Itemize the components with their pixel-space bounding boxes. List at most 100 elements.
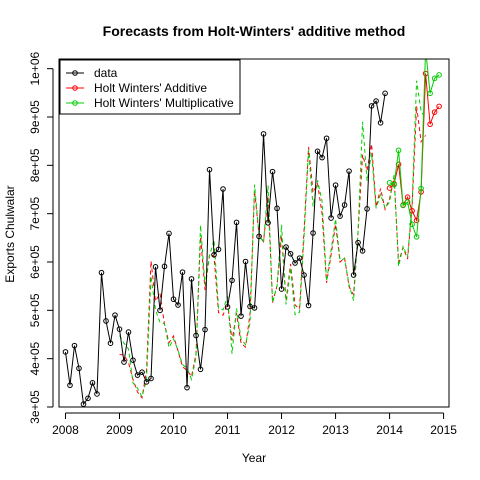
data-point: [431, 75, 438, 82]
data-point: [94, 391, 100, 397]
data-point: [112, 312, 118, 318]
data-point: [359, 248, 366, 254]
data-point: [206, 166, 213, 173]
data-point: [310, 230, 316, 236]
x-tick-label: 2015: [430, 423, 457, 437]
y-axis-label: Exports Chulwalar: [3, 185, 17, 282]
series-1: [119, 106, 426, 400]
data-point: [193, 332, 199, 339]
data-point: [413, 234, 420, 240]
x-tick-label: 2009: [106, 423, 133, 437]
data-point: [211, 251, 217, 258]
data-point: [89, 380, 96, 386]
legend-label: Holt Winters' Multiplicative: [94, 96, 234, 110]
y-tick-label: 8e+05: [28, 148, 42, 182]
data-point: [373, 98, 379, 104]
data-point: [107, 340, 114, 347]
data-point: [76, 365, 82, 372]
legend-label: Holt Winters' Additive: [94, 81, 207, 95]
data-point: [139, 369, 145, 376]
x-axis-label: Year: [242, 451, 266, 465]
data-point: [323, 135, 330, 142]
plot-frame: [58, 58, 450, 408]
legend-swatch-point: [72, 85, 78, 91]
data-point: [328, 215, 334, 221]
data-point: [391, 181, 397, 188]
series-line: [119, 106, 426, 400]
data-point: [188, 276, 195, 282]
data-point: [337, 213, 343, 219]
data-point: [278, 286, 285, 292]
data-point: [274, 205, 280, 212]
data-point: [409, 221, 415, 228]
data-point: [175, 302, 181, 308]
data-point: [319, 154, 325, 161]
data-point: [427, 121, 433, 128]
data-point: [436, 72, 442, 78]
y-tick-label: 5e+05: [28, 293, 42, 327]
data-point: [305, 302, 312, 309]
data-point: [202, 326, 208, 333]
data-point: [130, 357, 136, 363]
y-tick-label: 6e+05: [28, 245, 42, 279]
data-point: [85, 395, 91, 402]
y-tick-label: 3e+05: [28, 390, 42, 424]
data-point: [269, 168, 276, 175]
data-point: [233, 219, 240, 226]
data-point: [395, 147, 402, 154]
data-point: [184, 384, 190, 391]
data-point: [166, 230, 172, 237]
data-point: [161, 263, 168, 270]
data-point: [260, 131, 267, 137]
data-point: [296, 255, 303, 261]
data-point: [386, 179, 393, 186]
x-tick-label: 2010: [160, 423, 187, 437]
data-point: [436, 103, 442, 110]
series-4: [386, 59, 442, 240]
data-point: [341, 202, 348, 208]
data-point: [197, 366, 204, 373]
data-point: [98, 269, 105, 276]
data-point: [386, 185, 393, 191]
data-point: [431, 109, 438, 115]
data-point: [229, 277, 235, 284]
data-point: [224, 304, 231, 310]
data-point: [116, 326, 123, 332]
data-point: [332, 182, 339, 188]
x-tick-label: 2008: [52, 423, 79, 437]
data-point: [179, 269, 186, 275]
series-0: [62, 90, 388, 407]
series-line: [119, 80, 427, 399]
data-point: [220, 186, 226, 192]
data-point: [134, 372, 141, 378]
data-point: [152, 264, 159, 270]
x-tick-label: 2012: [268, 423, 295, 437]
data-point: [71, 342, 78, 349]
data-point: [251, 305, 258, 311]
data-point: [404, 199, 411, 205]
x-tick-label: 2013: [322, 423, 349, 437]
y-tick-label: 7e+05: [28, 196, 42, 230]
data-point: [238, 313, 244, 319]
data-point: [287, 250, 294, 257]
data-point: [80, 401, 87, 407]
data-point: [283, 244, 289, 250]
data-point: [382, 90, 388, 97]
data-point: [346, 168, 352, 174]
legend-swatch-point: [72, 100, 78, 106]
data-point: [301, 272, 307, 278]
data-point: [292, 260, 298, 266]
y-tick-label: 1e+06: [28, 51, 42, 85]
data-point: [427, 90, 433, 97]
data-point: [418, 185, 424, 192]
series-3: [119, 80, 427, 399]
data-point: [413, 217, 420, 224]
data-point: [62, 349, 69, 355]
data-point: [368, 103, 375, 109]
data-point: [355, 239, 361, 246]
data-point: [350, 272, 357, 278]
data-point: [125, 329, 132, 335]
data-point: [143, 379, 150, 385]
